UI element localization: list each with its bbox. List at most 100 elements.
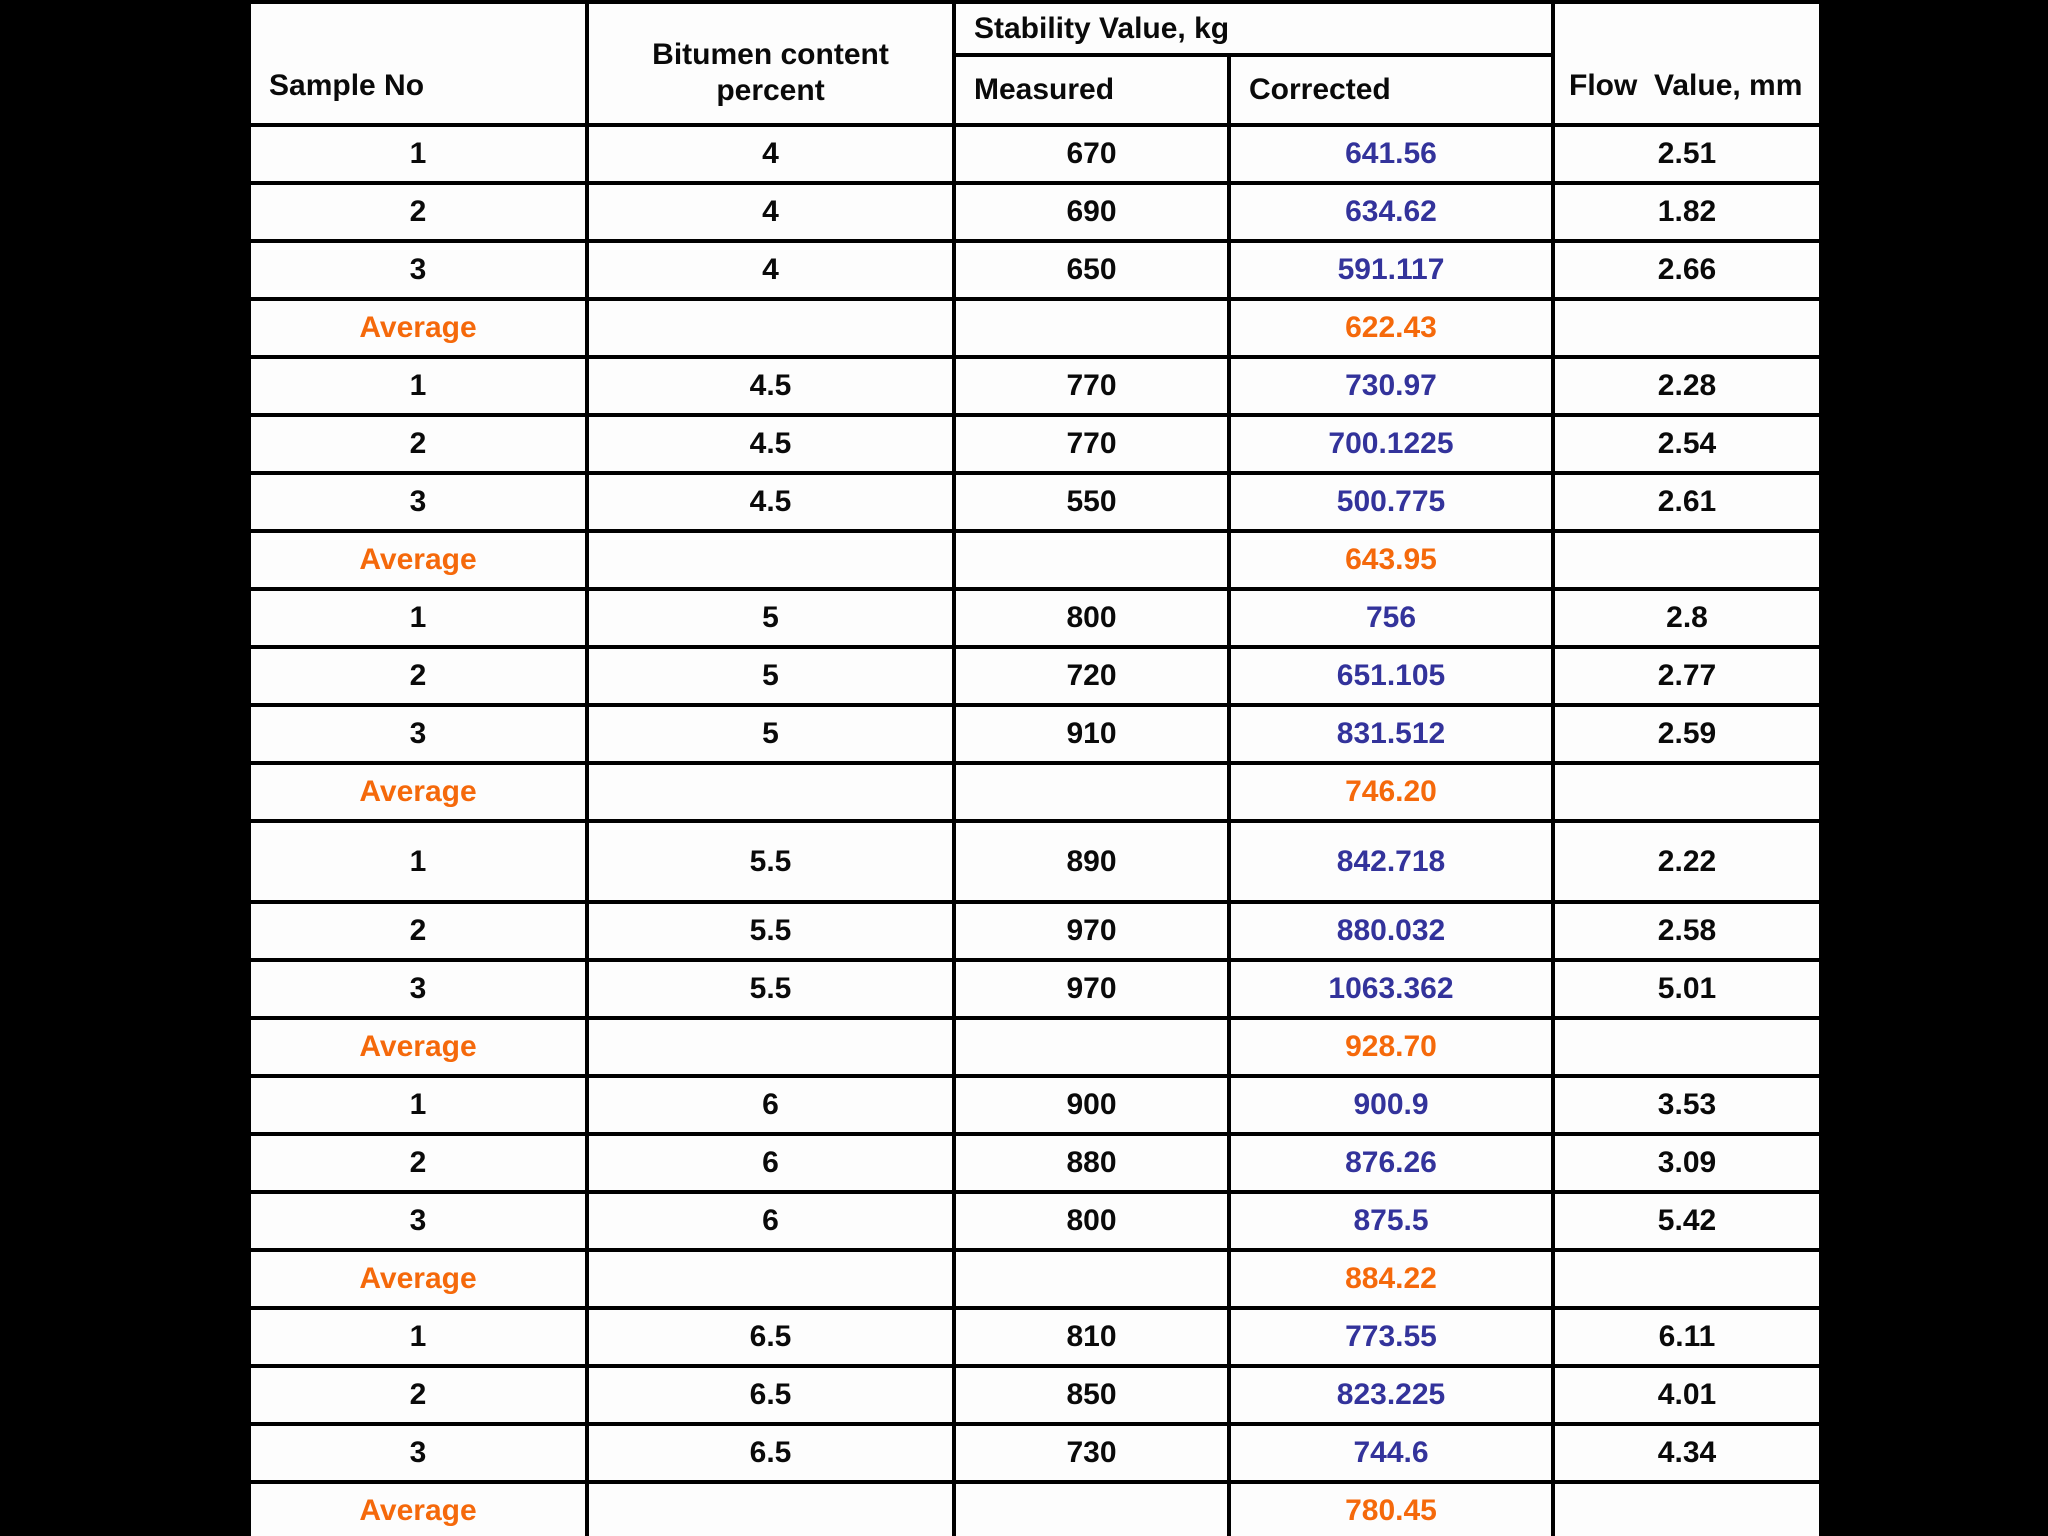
cell-stability-measured: 850 [952, 1364, 1231, 1426]
header-row-group: Sample No Bitumen content percent Stabil… [247, 0, 1823, 127]
table-row: 3 4 650 591.117 2.66 [247, 239, 1823, 301]
cell-sample-no: 1 [247, 355, 589, 417]
cell-bitumen-content: 4.5 [585, 355, 956, 417]
cell-flow-value: 2.8 [1551, 587, 1823, 649]
table-row: 2 6 880 876.26 3.09 [247, 1132, 1823, 1194]
column-header-bitumen-content: Bitumen content percent [585, 0, 956, 127]
cell-stability-measured: 650 [952, 239, 1231, 301]
cell-stability-corrected: 876.26 [1227, 1132, 1555, 1194]
cell-stability-corrected: 730.97 [1227, 355, 1555, 417]
cell-sample-no: 1 [247, 1306, 589, 1368]
cell-stability-corrected: 900.9 [1227, 1074, 1555, 1136]
table-row: 2 5.5 970 880.032 2.58 [247, 900, 1823, 962]
cell-sample-no: 2 [247, 645, 589, 707]
cell-bitumen-content: 4.5 [585, 413, 956, 475]
cell-bitumen-content [585, 1016, 956, 1078]
cell-flow-value: 2.66 [1551, 239, 1823, 301]
cell-bitumen-content: 6 [585, 1132, 956, 1194]
table-row: 1 5 800 756 2.8 [247, 587, 1823, 649]
table-row: 1 4 670 641.56 2.51 [247, 123, 1823, 185]
cell-sample-no: 3 [247, 703, 589, 765]
table-row: 1 5.5 890 842.718 2.22 [247, 819, 1823, 904]
cell-sample-no: 1 [247, 123, 589, 185]
cell-bitumen-content: 6.5 [585, 1364, 956, 1426]
cell-flow-value: 2.58 [1551, 900, 1823, 962]
cell-flow-value [1551, 529, 1823, 591]
cell-stability-measured: 900 [952, 1074, 1231, 1136]
cell-stability-corrected: 831.512 [1227, 703, 1555, 765]
cell-bitumen-content: 5 [585, 645, 956, 707]
table-row: 1 6.5 810 773.55 6.11 [247, 1306, 1823, 1368]
table-header: Sample No Bitumen content percent Stabil… [247, 0, 1823, 127]
cell-stability-measured: 770 [952, 355, 1231, 417]
cell-stability-measured: 550 [952, 471, 1231, 533]
cell-stability-measured [952, 1248, 1231, 1310]
average-row: Average 643.95 [247, 529, 1823, 591]
cell-flow-value: 2.59 [1551, 703, 1823, 765]
cell-stability-measured: 810 [952, 1306, 1231, 1368]
cell-stability-measured [952, 761, 1231, 823]
cell-flow-value: 6.11 [1551, 1306, 1823, 1368]
cell-stability-measured: 730 [952, 1422, 1231, 1484]
cell-flow-value: 2.22 [1551, 819, 1823, 904]
cell-bitumen-content: 6 [585, 1074, 956, 1136]
cell-flow-value: 4.34 [1551, 1422, 1823, 1484]
cell-stability-corrected: 746.20 [1227, 761, 1555, 823]
cell-stability-corrected: 880.032 [1227, 900, 1555, 962]
cell-bitumen-content: 4 [585, 123, 956, 185]
table-row: 3 5.5 970 1063.362 5.01 [247, 958, 1823, 1020]
cell-sample-no: 2 [247, 413, 589, 475]
column-header-measured: Measured [952, 53, 1231, 127]
average-row: Average 746.20 [247, 761, 1823, 823]
cell-stability-corrected: 622.43 [1227, 297, 1555, 359]
cell-stability-corrected: 823.225 [1227, 1364, 1555, 1426]
cell-flow-value: 2.61 [1551, 471, 1823, 533]
column-header-stability-group: Stability Value, kg [952, 0, 1555, 57]
marshall-results-table: Sample No Bitumen content percent Stabil… [247, 0, 1823, 1536]
table-row: 2 4 690 634.62 1.82 [247, 181, 1823, 243]
cell-average-label: Average [247, 761, 589, 823]
column-header-sample-no: Sample No [247, 0, 589, 127]
table-body: 1 4 670 641.56 2.51 2 4 690 634.62 1.82 3 4 650 591.1… [247, 123, 1823, 1536]
cell-bitumen-content: 5 [585, 703, 956, 765]
cell-stability-corrected: 591.117 [1227, 239, 1555, 301]
cell-stability-corrected: 780.45 [1227, 1480, 1555, 1536]
table-row: 1 4.5 770 730.97 2.28 [247, 355, 1823, 417]
cell-bitumen-content: 6 [585, 1190, 956, 1252]
cell-stability-corrected: 875.5 [1227, 1190, 1555, 1252]
cell-bitumen-content [585, 529, 956, 591]
cell-stability-corrected: 842.718 [1227, 819, 1555, 904]
cell-sample-no: 3 [247, 1190, 589, 1252]
cell-flow-value: 5.42 [1551, 1190, 1823, 1252]
cell-stability-corrected: 651.105 [1227, 645, 1555, 707]
table-row: 3 5 910 831.512 2.59 [247, 703, 1823, 765]
table-row: 3 6 800 875.5 5.42 [247, 1190, 1823, 1252]
cell-stability-corrected: 773.55 [1227, 1306, 1555, 1368]
bitumen-header-line2: percent [716, 74, 825, 107]
results-table-container: Sample No Bitumen content percent Stabil… [247, 0, 1823, 1536]
cell-average-label: Average [247, 1480, 589, 1536]
cell-stability-measured: 970 [952, 900, 1231, 962]
cell-sample-no: 2 [247, 1132, 589, 1194]
cell-flow-value [1551, 1248, 1823, 1310]
cell-flow-value: 4.01 [1551, 1364, 1823, 1426]
cell-stability-measured: 970 [952, 958, 1231, 1020]
cell-flow-value: 2.28 [1551, 355, 1823, 417]
cell-stability-corrected: 928.70 [1227, 1016, 1555, 1078]
cell-stability-measured [952, 1016, 1231, 1078]
cell-flow-value: 2.54 [1551, 413, 1823, 475]
table-row: 2 6.5 850 823.225 4.01 [247, 1364, 1823, 1426]
cell-bitumen-content [585, 761, 956, 823]
table-row: 2 4.5 770 700.1225 2.54 [247, 413, 1823, 475]
average-row: Average 884.22 [247, 1248, 1823, 1310]
average-row: Average 780.45 [247, 1480, 1823, 1536]
cell-stability-corrected: 756 [1227, 587, 1555, 649]
table-row: 3 4.5 550 500.775 2.61 [247, 471, 1823, 533]
cell-stability-corrected: 634.62 [1227, 181, 1555, 243]
cell-bitumen-content: 5 [585, 587, 956, 649]
average-row: Average 622.43 [247, 297, 1823, 359]
cell-flow-value: 1.82 [1551, 181, 1823, 243]
cell-flow-value [1551, 1480, 1823, 1536]
cell-sample-no: 3 [247, 1422, 589, 1484]
cell-stability-corrected: 700.1225 [1227, 413, 1555, 475]
